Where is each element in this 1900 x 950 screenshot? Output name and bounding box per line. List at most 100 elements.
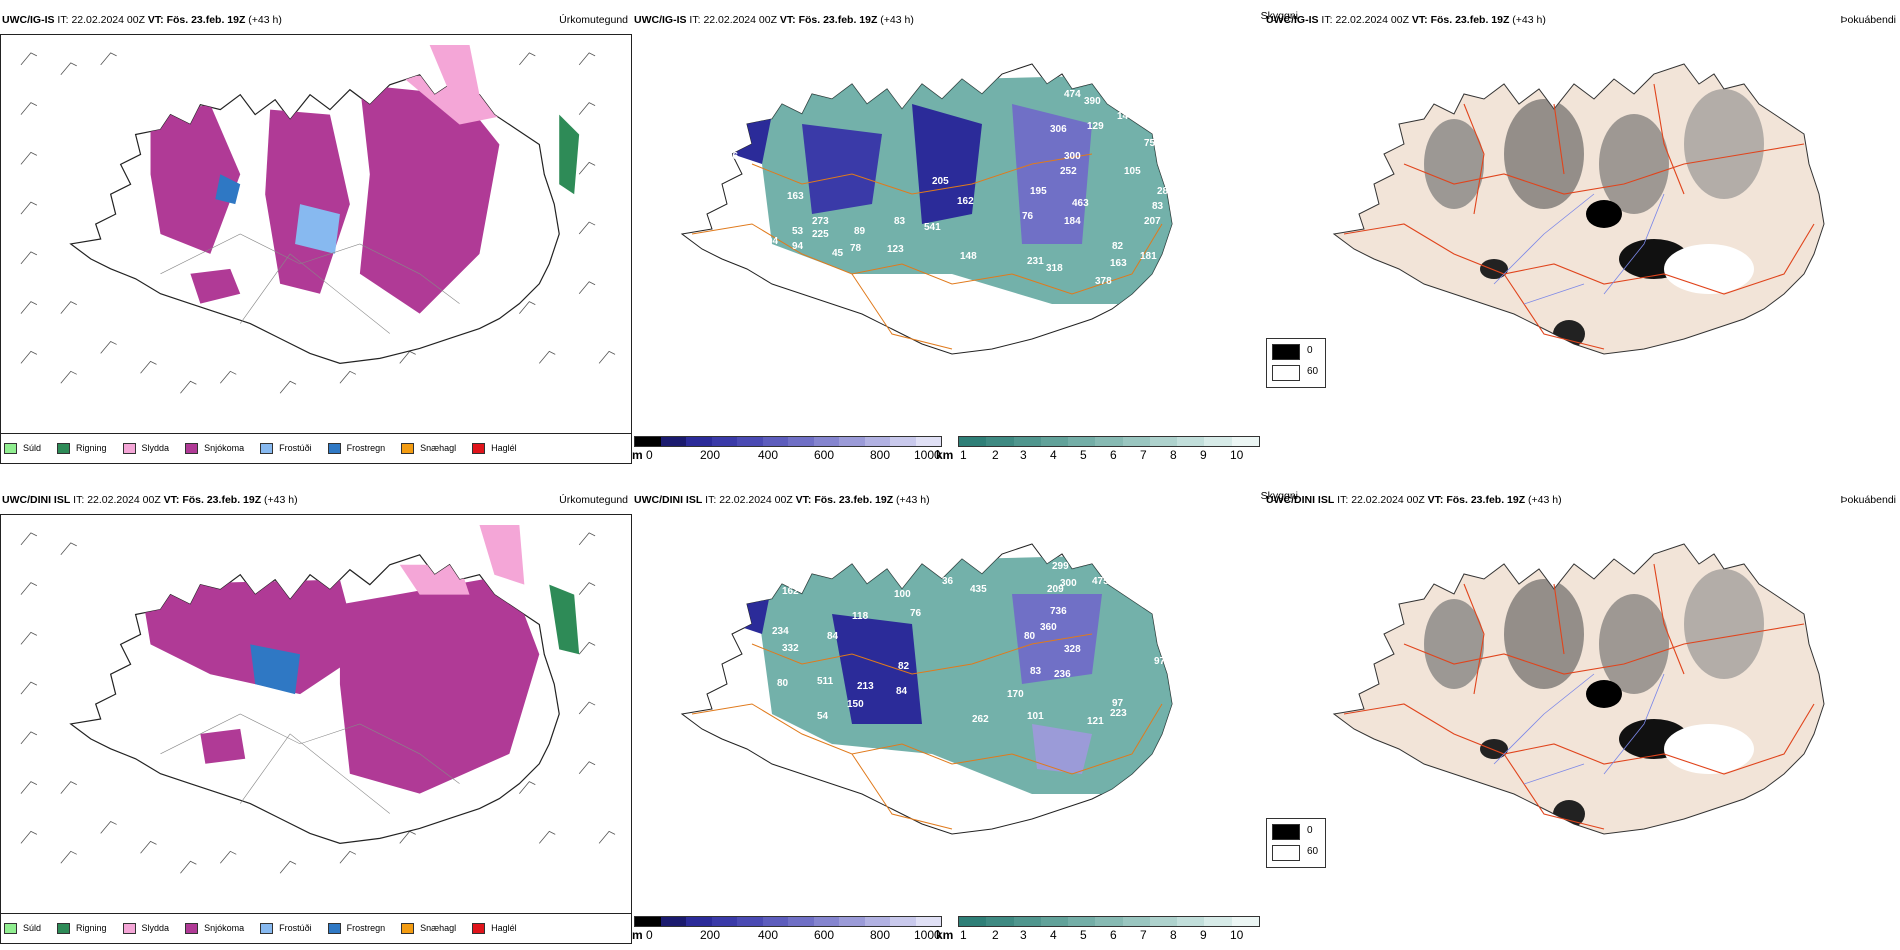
unit-label: m bbox=[632, 928, 643, 942]
tick-label: 7 bbox=[1140, 448, 1147, 462]
colorbar-segment bbox=[1177, 437, 1205, 446]
it-label: IT: bbox=[705, 494, 717, 506]
tick-label: 4 bbox=[1050, 448, 1057, 462]
vis-label: 252 bbox=[1060, 166, 1077, 177]
colorbar-segment bbox=[1068, 437, 1096, 446]
vis-label: 89 bbox=[717, 551, 729, 562]
tick-label: 800 bbox=[870, 448, 891, 462]
tick-label: 8 bbox=[1170, 448, 1177, 462]
panel-header: UWC/IG-IS IT: 22.02.2024 00Z VT: Fös. 23… bbox=[634, 10, 1298, 30]
tick-label: 1000 bbox=[914, 928, 941, 942]
colorbar-segment bbox=[1013, 917, 1041, 926]
ceiling-visibility-panel: UWC/DINI ISL IT: 22.02.2024 00Z VT: Fös.… bbox=[632, 480, 1298, 950]
fog-legend-label: 60 bbox=[1307, 846, 1319, 857]
vt-value: Fös. 23.feb. 19Z bbox=[182, 494, 262, 506]
vis-label: 97 bbox=[1112, 698, 1124, 709]
vis-label: 144 bbox=[1117, 111, 1134, 122]
legend-item-sudl: Súld bbox=[4, 922, 41, 934]
vis-label: 101 bbox=[1027, 711, 1044, 722]
unit-label: km bbox=[936, 928, 954, 942]
visibility-colorbar: km 1 2 3 4 5 6 7 8 9 10 bbox=[936, 916, 1260, 946]
colorbar-segment bbox=[1040, 437, 1069, 446]
swatch bbox=[327, 442, 341, 454]
tick-label: 600 bbox=[814, 928, 835, 942]
vis-label: 163 bbox=[787, 191, 804, 202]
colorbar-ticks: m 0 200 400 600 800 1000 bbox=[632, 448, 942, 462]
vis-label: 123 bbox=[887, 244, 904, 255]
legend-item-sudl: Súld bbox=[4, 442, 42, 454]
vis-label: 225 bbox=[812, 229, 829, 240]
vt-value: Fös. 23.feb. 19Z bbox=[1430, 14, 1510, 26]
colorbar-segment bbox=[737, 917, 763, 926]
legend-label: Súld bbox=[23, 443, 42, 453]
legend-label: Rigning bbox=[76, 923, 107, 933]
lead-time: (+43 h) bbox=[264, 494, 298, 506]
vis-label: 234 bbox=[772, 626, 789, 637]
colorbar-segment bbox=[839, 437, 865, 446]
panel-title: Þokuábendi bbox=[1840, 494, 1896, 506]
vis-label: 47 bbox=[752, 286, 764, 297]
tick-label: 4 bbox=[1050, 928, 1057, 942]
vis-label: 78 bbox=[850, 243, 862, 254]
unit-label: m bbox=[632, 448, 643, 462]
colorbar-segment bbox=[915, 437, 941, 446]
colorbar-segment bbox=[839, 917, 865, 926]
precip-type-legend: Súld Rigning Slydda Snjókoma Frostúði Fr… bbox=[4, 920, 531, 936]
fog-legend: 0 60 bbox=[1266, 338, 1326, 388]
vis-label: 80 bbox=[777, 678, 789, 689]
colorbar-segment bbox=[711, 917, 737, 926]
legend-label: Slydda bbox=[141, 443, 170, 453]
it-value: 22.02.2024 00Z bbox=[1351, 494, 1425, 506]
colorbar-strip bbox=[634, 436, 942, 447]
vis-label: 541 bbox=[924, 222, 941, 233]
swatch bbox=[57, 442, 71, 454]
legend-item-frostregn: Frostregn bbox=[327, 442, 385, 454]
vis-label: 54 bbox=[817, 711, 829, 722]
vis-label: 82 bbox=[1162, 156, 1174, 167]
legend-label: Slydda bbox=[141, 923, 170, 933]
vis-label: 162 bbox=[782, 586, 799, 597]
vis-label: 273 bbox=[812, 216, 829, 227]
vis-label: 100 bbox=[894, 589, 911, 600]
vis-label: 162 bbox=[957, 196, 974, 207]
panel-header: UWC/DINI ISL IT: 22.02.2024 00Z VT: Fös.… bbox=[1266, 494, 1896, 510]
fog-legend-label: 0 bbox=[1307, 825, 1313, 836]
colorbar-segment bbox=[660, 437, 686, 446]
fog-legend-label: 0 bbox=[1307, 345, 1313, 356]
vis-label: 83 bbox=[1030, 666, 1042, 677]
model-name: UWC/DINI ISL bbox=[1266, 494, 1335, 506]
tick-label: 800 bbox=[870, 928, 891, 942]
vis-label: 97 bbox=[1154, 656, 1166, 667]
swatch-black bbox=[1272, 344, 1300, 360]
tick-label: 6 bbox=[1110, 448, 1117, 462]
vt-value: Fös. 23.feb. 19Z bbox=[798, 14, 878, 26]
vis-label: 736 bbox=[1050, 606, 1067, 617]
vis-label: 392 bbox=[1117, 76, 1134, 87]
tick-label: 200 bbox=[700, 448, 721, 462]
swatch bbox=[57, 922, 71, 934]
tick-label: 1 bbox=[960, 928, 967, 942]
panel-title: Þokuábendi bbox=[1840, 14, 1896, 26]
it-value: 22.02.2024 00Z bbox=[71, 14, 145, 26]
swatch bbox=[260, 442, 274, 454]
it-value: 22.02.2024 00Z bbox=[87, 494, 161, 506]
tick-label: 0 bbox=[646, 448, 653, 462]
colorbar-segment bbox=[1231, 917, 1259, 926]
vis-label: 181 bbox=[1140, 251, 1157, 262]
swatch bbox=[472, 442, 486, 454]
vis-label: 209 bbox=[1047, 584, 1064, 595]
vis-label: 332 bbox=[782, 643, 799, 654]
colorbar-segment bbox=[1231, 437, 1259, 446]
ceiling-colorbar: m 0 200 400 600 800 1000 bbox=[632, 436, 942, 466]
legend-item-snaehagl: Snæhagl bbox=[401, 922, 456, 934]
tick-label: 1000 bbox=[914, 448, 941, 462]
legend-item-frostudi: Frostúði bbox=[260, 922, 312, 934]
colorbar-segment bbox=[959, 917, 987, 926]
vis-label: 148 bbox=[960, 251, 977, 262]
colorbar-segment bbox=[660, 917, 686, 926]
colorbar-segment bbox=[813, 917, 839, 926]
tick-label: 400 bbox=[758, 448, 779, 462]
vis-label: 170 bbox=[727, 566, 744, 577]
legend-item-slydda: Slydda bbox=[122, 442, 170, 454]
colorbar-segment bbox=[1149, 917, 1178, 926]
